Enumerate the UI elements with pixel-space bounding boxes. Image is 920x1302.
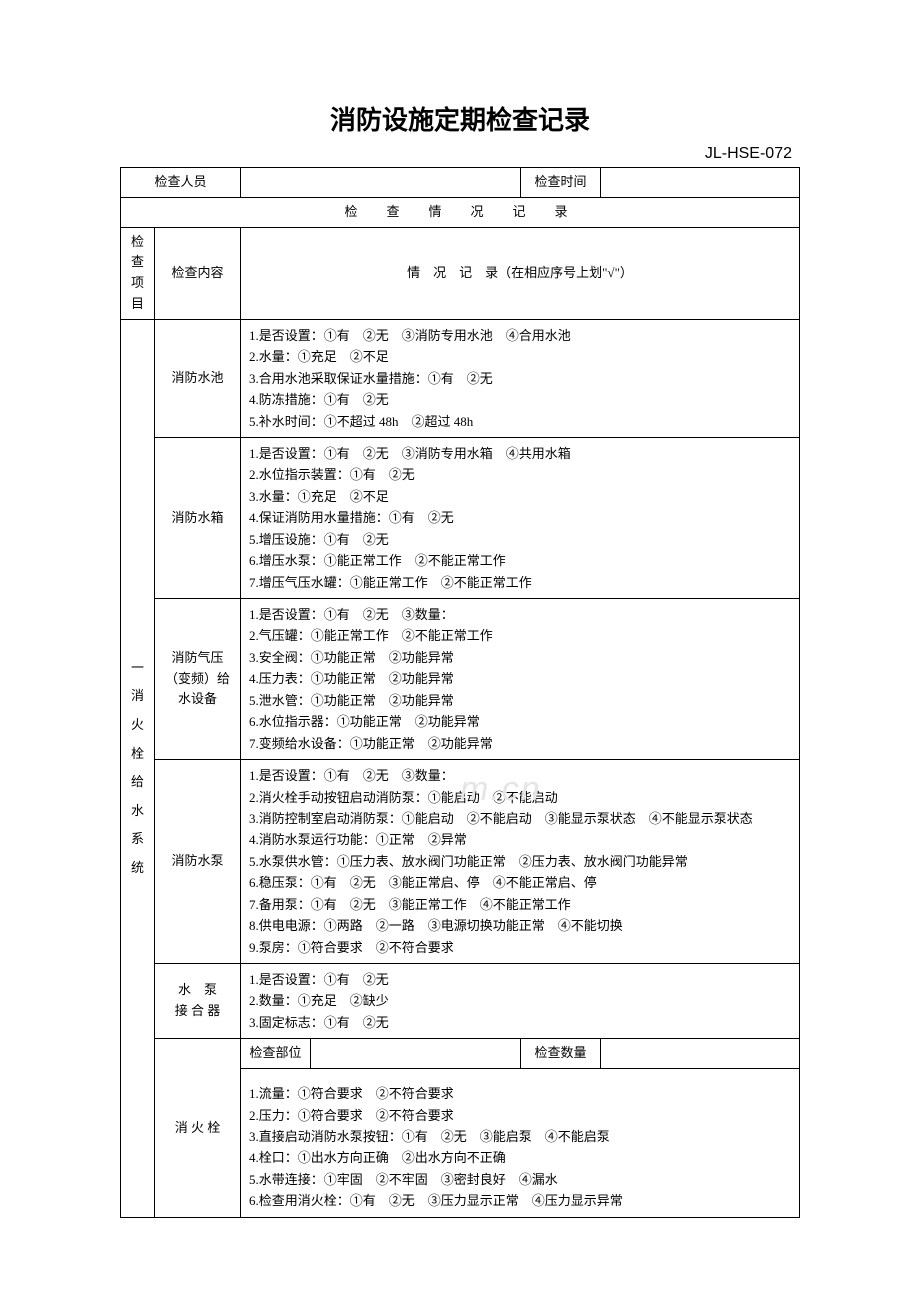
category-label: 一消火栓给水系统 (131, 660, 144, 875)
row-name-4: 水 泵 接 合 器 (155, 964, 241, 1039)
line: 9.泵房：①符合要求 ②不符合要求 (249, 937, 791, 958)
main-table: 检查人员 检查时间 检 查 情 况 记 录 检查 项目 检查内容 情 况 记 录… (120, 167, 800, 1218)
line: 2.数量：①充足 ②缺少 (249, 990, 791, 1011)
category-cell: 一消火栓给水系统 (121, 319, 155, 1217)
row-name-0: 消防水池 (155, 319, 241, 437)
row-content-1: 1.是否设置：①有 ②无 ③消防专用水箱 ④共用水箱 2.水位指示装置：①有 ②… (241, 437, 800, 598)
line: 8.供电电源：①两路 ②一路 ③电源切换功能正常 ④不能切换 (249, 915, 791, 936)
row-content-0: 1.是否设置：①有 ②无 ③消防专用水池 ④合用水池 2.水量：①充足 ②不足 … (241, 319, 800, 437)
header-row: 检查人员 检查时间 (121, 168, 800, 198)
line: 6.检查用消火栓：①有 ②无 ③压力显示正常 ④压力显示异常 (249, 1190, 791, 1211)
time-value[interactable] (601, 168, 800, 198)
row-content-5: 1.流量：①符合要求 ②不符合要求 2.压力：①符合要求 ②不符合要求 3.直接… (241, 1069, 800, 1218)
qty-value[interactable] (601, 1039, 800, 1069)
line: 5.泄水管：①功能正常 ②功能异常 (249, 690, 791, 711)
line: 1.是否设置：①有 ②无 ③数量： (249, 604, 791, 625)
line: 7.备用泵：①有 ②无 ③能正常工作 ④不能正常工作 (249, 894, 791, 915)
line: 1.是否设置：①有 ②无 (249, 969, 791, 990)
line: 1.是否设置：①有 ②无 ③消防专用水池 ④合用水池 (249, 325, 791, 346)
line: 3.水量：①充足 ②不足 (249, 486, 791, 507)
line: 6.水位指示器：①功能正常 ②功能异常 (249, 711, 791, 732)
line: 3.合用水池采取保证水量措施：①有 ②无 (249, 368, 791, 389)
line: 5.补水时间：①不超过 48h ②超过 48h (249, 411, 791, 432)
page: m.cn 消防设施定期检查记录 JL-HSE-072 检查人员 检查时间 检 查… (120, 100, 800, 1218)
row-name-3: 消防水泵 (155, 760, 241, 964)
line: 4.保证消防用水量措施：①有 ②无 (249, 507, 791, 528)
line: 6.稳压泵：①有 ②无 ③能正常启、停 ④不能正常启、停 (249, 872, 791, 893)
row-name-2: 消防气压（变频）给水设备 (155, 599, 241, 760)
line: 5.水带连接：①牢固 ②不牢固 ③密封良好 ④漏水 (249, 1169, 791, 1190)
row-name-1: 消防水箱 (155, 437, 241, 598)
line: 2.水量：①充足 ②不足 (249, 346, 791, 367)
part-label: 检查部位 (241, 1039, 311, 1069)
col-item: 检查 项目 (121, 227, 155, 319)
line: 7.变频给水设备：①功能正常 ②功能异常 (249, 733, 791, 754)
line: 4.压力表：①功能正常 ②功能异常 (249, 668, 791, 689)
line: 1.是否设置：①有 ②无 ③数量： (249, 765, 791, 786)
line: 2.消火栓手动按钮启动消防泵：①能启动 ②不能启动 (249, 787, 791, 808)
line: 2.压力：①符合要求 ②不符合要求 (249, 1105, 791, 1126)
line: 4.消防水泵运行功能：①正常 ②异常 (249, 829, 791, 850)
time-label: 检查时间 (521, 168, 601, 198)
line: 3.安全阀：①功能正常 ②功能异常 (249, 647, 791, 668)
row-content-4: 1.是否设置：①有 ②无 2.数量：①充足 ②缺少 3.固定标志：①有 ②无 (241, 964, 800, 1039)
col-record: 情 况 记 录（在相应序号上划"√"） (241, 227, 800, 319)
line: 3.消防控制室启动消防泵：①能启动 ②不能启动 ③能显示泵状态 ④不能显示泵状态 (249, 808, 791, 829)
line: 4.栓口：①出水方向正确 ②出水方向不正确 (249, 1147, 791, 1168)
line: 3.固定标志：①有 ②无 (249, 1012, 791, 1033)
line: 7.增压气压水罐：①能正常工作 ②不能正常工作 (249, 572, 791, 593)
line: 1.是否设置：①有 ②无 ③消防专用水箱 ④共用水箱 (249, 443, 791, 464)
document-code: JL-HSE-072 (120, 145, 800, 163)
section-title: 检 查 情 况 记 录 (121, 197, 800, 227)
row-name-5: 消 火 栓 (155, 1039, 241, 1217)
line: 3.直接启动消防水泵按钮：①有 ②无 ③能启泵 ④不能启泵 (249, 1126, 791, 1147)
inspector-label: 检查人员 (121, 168, 241, 198)
row-content-2: 1.是否设置：①有 ②无 ③数量： 2.气压罐：①能正常工作 ②不能正常工作 3… (241, 599, 800, 760)
row-content-3: 1.是否设置：①有 ②无 ③数量： 2.消火栓手动按钮启动消防泵：①能启动 ②不… (241, 760, 800, 964)
document-title: 消防设施定期检查记录 (120, 100, 800, 137)
line: 1.流量：①符合要求 ②不符合要求 (249, 1083, 791, 1104)
part-value[interactable] (311, 1039, 521, 1069)
line: 6.增压水泵：①能正常工作 ②不能正常工作 (249, 550, 791, 571)
line: 5.增压设施：①有 ②无 (249, 529, 791, 550)
inspector-value[interactable] (241, 168, 521, 198)
line: 4.防冻措施：①有 ②无 (249, 389, 791, 410)
line: 2.水位指示装置：①有 ②无 (249, 464, 791, 485)
line: 5.水泵供水管：①压力表、放水阀门功能正常 ②压力表、放水阀门功能异常 (249, 851, 791, 872)
qty-label: 检查数量 (521, 1039, 601, 1069)
col-content: 检查内容 (155, 227, 241, 319)
line: 2.气压罐：①能正常工作 ②不能正常工作 (249, 625, 791, 646)
